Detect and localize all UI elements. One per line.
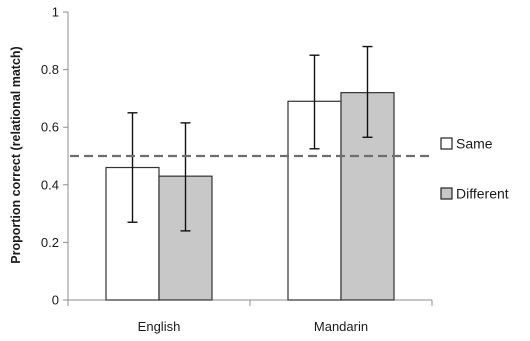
y-tick-label: 0	[52, 293, 59, 308]
y-axis-title-group: Proportion correct (relational match)	[9, 46, 23, 263]
x-axis: English Mandarin	[67, 299, 433, 334]
bar-different-mandarin	[340, 92, 395, 301]
y-axis: 0 0.2 0.4 0.6 0.8 1	[41, 5, 69, 308]
legend-label-different: Different	[456, 186, 509, 202]
y-tick-label: 0.2	[41, 235, 59, 250]
x-tick-label: Mandarin	[314, 319, 368, 334]
y-tick-label: 0.8	[41, 62, 59, 77]
legend: Same Different	[440, 136, 509, 202]
y-axis-title: Proportion correct (relational match)	[9, 46, 23, 263]
y-tick-label: 0.4	[41, 177, 59, 192]
legend-label-same: Same	[456, 136, 493, 152]
legend-swatch-same	[440, 137, 453, 150]
legend-swatch-different	[440, 187, 453, 200]
y-tick-label: 0.6	[41, 120, 59, 135]
bars-group	[105, 45, 395, 301]
x-tick-label: English	[138, 319, 181, 334]
y-tick-label: 1	[52, 5, 59, 20]
